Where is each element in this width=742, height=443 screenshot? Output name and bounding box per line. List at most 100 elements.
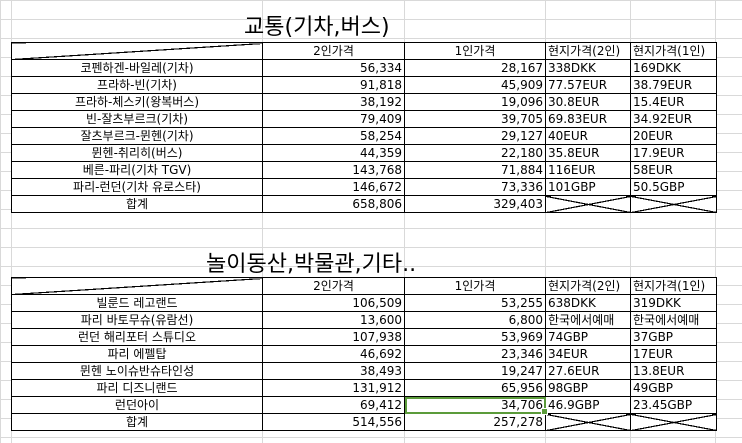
local-2-cell[interactable]: 46.9GBP [545, 396, 631, 414]
price-1-cell[interactable]: 45,909 [404, 76, 546, 94]
header-price-1[interactable]: 1인가격 [404, 277, 546, 295]
total-label-cell[interactable]: 합계 [11, 413, 263, 431]
price-2-cell[interactable]: 79,409 [262, 110, 405, 128]
route-cell[interactable]: 파리-런던(기차 유로스타) [11, 178, 263, 196]
local-1-cell[interactable]: 13.8EUR [630, 362, 717, 380]
route-cell[interactable]: 잘츠부르크-뮌헨(기차) [11, 127, 263, 145]
local-1-cell[interactable]: 49GBP [630, 379, 717, 397]
price-2-cell[interactable]: 44,359 [262, 144, 405, 162]
price-1-cell[interactable]: 71,884 [404, 161, 546, 179]
price-2-cell[interactable]: 69,412 [262, 396, 405, 414]
header-corner-cell[interactable] [11, 277, 263, 295]
price-1-cell[interactable]: 19,247 [404, 362, 546, 380]
local-2-cell[interactable]: 116EUR [545, 161, 631, 179]
price-2-cell[interactable]: 46,692 [262, 345, 405, 363]
header-price-1[interactable]: 1인가격 [404, 42, 546, 60]
empty-crossed-cell[interactable] [630, 413, 717, 431]
header-local-1[interactable]: 현지가격(1인) [630, 42, 717, 60]
price-1-cell[interactable]: 6,800 [404, 311, 546, 329]
local-2-cell[interactable]: 98GBP [545, 379, 631, 397]
local-2-cell[interactable]: 101GBP [545, 178, 631, 196]
local-2-cell[interactable]: 40EUR [545, 127, 631, 145]
price-1-cell[interactable]: 19,096 [404, 93, 546, 111]
selected-cell[interactable]: 34,706 [404, 396, 546, 414]
empty-crossed-cell[interactable] [545, 413, 631, 431]
local-1-cell[interactable]: 50.5GBP [630, 178, 717, 196]
price-1-cell[interactable]: 28,167 [404, 59, 546, 77]
price-1-cell[interactable]: 23,346 [404, 345, 546, 363]
price-1-cell[interactable]: 53,255 [404, 294, 546, 312]
place-cell[interactable]: 파리 에펠탑 [11, 345, 263, 363]
total-row: 합계 514,556 257,278 [11, 413, 717, 431]
local-2-cell[interactable]: 638DKK [545, 294, 631, 312]
local-2-cell[interactable]: 34EUR [545, 345, 631, 363]
local-2-cell[interactable]: 27.6EUR [545, 362, 631, 380]
price-1-cell[interactable]: 39,705 [404, 110, 546, 128]
price-2-cell[interactable]: 58,254 [262, 127, 405, 145]
total-label-cell[interactable]: 합계 [11, 195, 263, 213]
empty-crossed-cell[interactable] [545, 195, 631, 213]
route-cell[interactable]: 코펜하겐-바일레(기차) [11, 59, 263, 77]
place-cell[interactable]: 파리 바토무슈(유람선) [11, 311, 263, 329]
price-2-cell[interactable]: 107,938 [262, 328, 405, 346]
local-2-cell[interactable]: 35.8EUR [545, 144, 631, 162]
empty-crossed-cell[interactable] [630, 195, 717, 213]
total-price-1-cell[interactable]: 329,403 [404, 195, 546, 213]
price-2-cell[interactable]: 106,509 [262, 294, 405, 312]
local-2-cell[interactable]: 74GBP [545, 328, 631, 346]
price-1-cell[interactable]: 53,969 [404, 328, 546, 346]
local-1-cell[interactable]: 20EUR [630, 127, 717, 145]
total-price-2-cell[interactable]: 514,556 [262, 413, 405, 431]
header-local-2[interactable]: 현지가격(2인) [545, 277, 631, 295]
local-1-cell[interactable]: 319DKK [630, 294, 717, 312]
fill-handle[interactable] [541, 408, 548, 415]
price-1-cell[interactable]: 65,956 [404, 379, 546, 397]
local-1-cell[interactable]: 한국에서예매 [630, 311, 717, 329]
price-1-cell[interactable]: 29,127 [404, 127, 546, 145]
local-1-cell[interactable]: 38.79EUR [630, 76, 717, 94]
price-2-cell[interactable]: 143,768 [262, 161, 405, 179]
local-1-cell[interactable]: 34.92EUR [630, 110, 717, 128]
local-1-cell[interactable]: 15.4EUR [630, 93, 717, 111]
price-2-cell[interactable]: 38,192 [262, 93, 405, 111]
local-2-cell[interactable]: 77.57EUR [545, 76, 631, 94]
local-1-cell[interactable]: 58EUR [630, 161, 717, 179]
local-1-cell[interactable]: 37GBP [630, 328, 717, 346]
place-cell[interactable]: 빌룬드 레고랜드 [11, 294, 263, 312]
total-price-2-cell[interactable]: 658,806 [262, 195, 405, 213]
place-cell[interactable]: 런던 해리포터 스튜디오 [11, 328, 263, 346]
price-2-cell[interactable]: 56,334 [262, 59, 405, 77]
place-cell[interactable]: 파리 디즈니랜드 [11, 379, 263, 397]
price-2-cell[interactable]: 131,912 [262, 379, 405, 397]
local-1-cell[interactable]: 17.9EUR [630, 144, 717, 162]
price-2-cell[interactable]: 13,600 [262, 311, 405, 329]
header-price-2[interactable]: 2인가격 [262, 277, 405, 295]
local-1-cell[interactable]: 23.45GBP [630, 396, 717, 414]
attractions-title[interactable]: 놀이동산,박물관,기타.. [206, 252, 417, 277]
route-cell[interactable]: 뮌헨-취리히(버스) [11, 144, 263, 162]
total-price-1-cell[interactable]: 257,278 [404, 413, 546, 431]
route-cell[interactable]: 베른-파리(기차 TGV) [11, 161, 263, 179]
local-1-cell[interactable]: 169DKK [630, 59, 717, 77]
price-2-cell[interactable]: 38,493 [262, 362, 405, 380]
local-2-cell[interactable]: 338DKK [545, 59, 631, 77]
place-cell[interactable]: 런던아이 [11, 396, 263, 414]
header-local-2[interactable]: 현지가격(2인) [545, 42, 631, 60]
transport-title[interactable]: 교통(기차,버스) [244, 15, 390, 40]
price-2-cell[interactable]: 146,672 [262, 178, 405, 196]
route-cell[interactable]: 프라하-체스키(왕복버스) [11, 93, 263, 111]
table-row: 런던 해리포터 스튜디오 107,938 53,969 74GBP 37GBP [11, 328, 717, 346]
route-cell[interactable]: 프라하-빈(기차) [11, 76, 263, 94]
local-2-cell[interactable]: 한국에서예매 [545, 311, 631, 329]
header-price-2[interactable]: 2인가격 [262, 42, 405, 60]
header-corner-cell[interactable] [11, 42, 263, 60]
header-local-1[interactable]: 현지가격(1인) [630, 277, 717, 295]
place-cell[interactable]: 뮌헨 노이슈반슈타인성 [11, 362, 263, 380]
price-1-cell[interactable]: 22,180 [404, 144, 546, 162]
route-cell[interactable]: 빈-잘츠부르크(기차) [11, 110, 263, 128]
local-1-cell[interactable]: 17EUR [630, 345, 717, 363]
price-2-cell[interactable]: 91,818 [262, 76, 405, 94]
price-1-cell[interactable]: 73,336 [404, 178, 546, 196]
local-2-cell[interactable]: 30.8EUR [545, 93, 631, 111]
local-2-cell[interactable]: 69.83EUR [545, 110, 631, 128]
